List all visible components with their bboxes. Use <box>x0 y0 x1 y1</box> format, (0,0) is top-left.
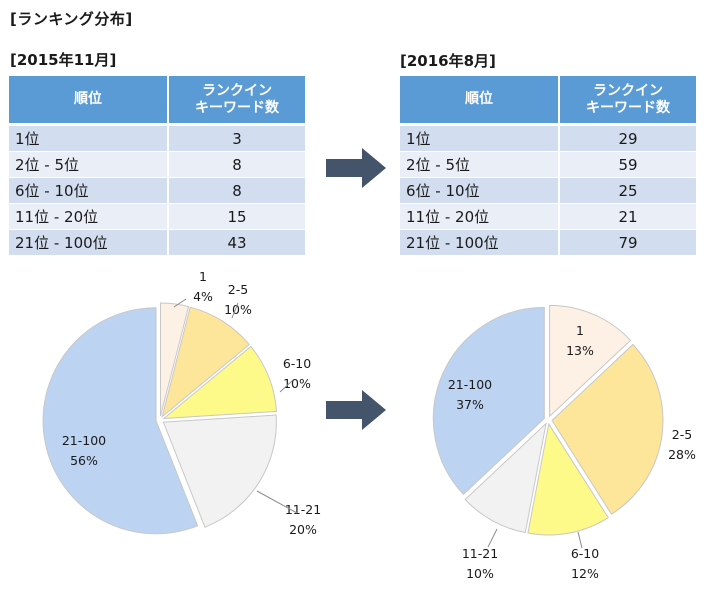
count-cell: 8 <box>168 151 305 178</box>
arrow-icon-tables <box>326 148 386 188</box>
count-cell: 79 <box>559 229 696 256</box>
slice-label-2-5: 2-5 <box>672 427 692 442</box>
pie-slice-1 <box>549 304 632 418</box>
table-row: 1位 29 <box>400 124 696 152</box>
slice-label-2-5: 2-5 <box>228 282 248 297</box>
period-label-2015: [2015年11月] <box>10 51 117 69</box>
slice-percent-21-100: 56% <box>70 453 98 468</box>
period-label-2016: [2016年8月] <box>400 52 496 70</box>
leader-line-11-21 <box>256 490 298 514</box>
rank-cell: 21位 - 100位 <box>9 229 169 256</box>
table-row: 11位 - 20位 15 <box>9 203 305 230</box>
pie-slice-1 <box>160 302 190 417</box>
leader-line-2-5 <box>231 302 239 319</box>
ranking-table-2016: 順位 ランクイン キーワード数 1位 29 2位 - 5位 59 6位 - 10… <box>400 76 696 256</box>
count-cell: 29 <box>559 124 696 152</box>
pie-slice-2-5 <box>551 343 664 515</box>
rank-cell: 2位 - 5位 <box>9 151 169 178</box>
slice-label-6-10: 6-10 <box>571 546 599 561</box>
leader-line-1 <box>173 298 187 308</box>
leader-line-11-21 <box>487 528 498 548</box>
count-cell: 8 <box>168 177 305 204</box>
slice-percent-1: 4% <box>193 289 213 304</box>
pie-slice-2-5 <box>161 306 250 418</box>
table-row: 6位 - 10位 25 <box>400 177 696 204</box>
slice-percent-6-10: 10% <box>283 376 311 391</box>
rank-cell: 6位 - 10位 <box>9 177 169 204</box>
column-header-rank: 順位 <box>400 76 560 126</box>
slice-label-1: 1 <box>576 323 584 338</box>
pie-slice-21-100 <box>42 307 199 535</box>
count-cell: 3 <box>168 124 305 152</box>
slice-label-11-21: 11-21 <box>462 546 498 561</box>
rank-cell: 1位 <box>400 124 560 152</box>
count-cell: 25 <box>559 177 696 204</box>
slice-label-21-100: 21-100 <box>62 433 106 448</box>
page-title: [ランキング分布] <box>10 10 133 28</box>
slice-percent-2-5: 10% <box>224 302 252 317</box>
table-row: 2位 - 5位 59 <box>400 151 696 178</box>
rank-cell: 1位 <box>9 124 169 152</box>
rank-cell: 2位 - 5位 <box>400 151 560 178</box>
pie-slice-6-10 <box>527 422 609 536</box>
pie-slice-11-21 <box>162 414 277 528</box>
pie-slice-11-21 <box>464 422 547 534</box>
column-header-count-line2: キーワード数 <box>586 99 670 116</box>
pie-slice-21-100 <box>432 306 545 496</box>
slice-percent-11-21: 10% <box>466 566 494 581</box>
column-header-count: ランクイン キーワード数 <box>168 76 305 126</box>
column-header-rank: 順位 <box>9 76 169 126</box>
table-row: 21位 - 100位 43 <box>9 229 305 256</box>
slice-percent-6-10: 12% <box>571 566 599 581</box>
slice-label-6-10: 6-10 <box>283 356 311 371</box>
slice-percent-11-21: 20% <box>289 522 317 537</box>
ranking-table-2015: 順位 ランクイン キーワード数 1位 3 2位 - 5位 8 6位 - 10位 … <box>9 76 305 256</box>
column-header-count-line2: キーワード数 <box>195 99 279 116</box>
column-header-count-line1: ランクイン <box>593 82 663 99</box>
count-cell: 15 <box>168 203 305 230</box>
slice-label-1: 1 <box>199 269 207 284</box>
slice-percent-21-100: 37% <box>456 397 484 412</box>
leader-line-6-10 <box>577 531 583 549</box>
slice-label-11-21: 11-21 <box>285 502 321 517</box>
arrow-icon-charts <box>326 390 386 430</box>
leader-line-6-10 <box>279 379 294 393</box>
table-row: 21位 - 100位 79 <box>400 229 696 256</box>
slice-percent-1: 13% <box>566 343 594 358</box>
pie-chart-2: 1 13% 2-5 28% 6-10 12% 11-21 10% 21-100 37% <box>432 304 696 581</box>
rank-cell: 11位 - 20位 <box>9 203 169 230</box>
pie-chart-1: 1 4% 2-5 10% 6-10 10% 11-21 20% 21-100 56% <box>42 269 321 537</box>
count-cell: 21 <box>559 203 696 230</box>
table-row: 6位 - 10位 8 <box>9 177 305 204</box>
table-row: 1位 3 <box>9 124 305 152</box>
slice-label-21-100: 21-100 <box>448 377 492 392</box>
rank-cell: 6位 - 10位 <box>400 177 560 204</box>
pie-slice-6-10 <box>162 345 278 420</box>
count-cell: 43 <box>168 229 305 256</box>
rank-cell: 11位 - 20位 <box>400 203 560 230</box>
table-row: 2位 - 5位 8 <box>9 151 305 178</box>
table-row: 11位 - 20位 21 <box>400 203 696 230</box>
slice-percent-2-5: 28% <box>668 447 696 462</box>
rank-cell: 21位 - 100位 <box>400 229 560 256</box>
count-cell: 59 <box>559 151 696 178</box>
column-header-count: ランクイン キーワード数 <box>559 76 696 126</box>
column-header-count-line1: ランクイン <box>202 82 272 99</box>
